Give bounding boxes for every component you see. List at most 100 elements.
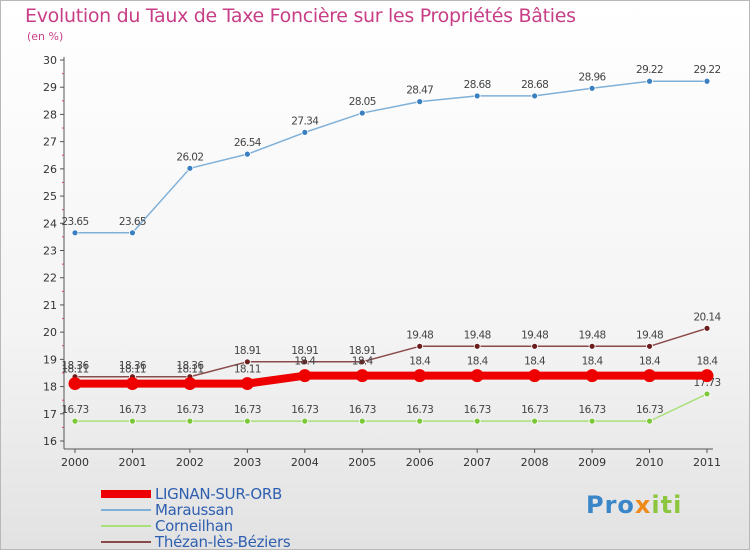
data-label-th-zan-l-s-b-ziers: 20.14: [693, 311, 721, 323]
legend-swatch: [101, 525, 151, 527]
data-point-corneilhan: [473, 417, 481, 425]
x-tick-label: 2011: [693, 456, 721, 469]
y-tick-label: 21: [43, 299, 57, 312]
proxiti-logo: Proxiti: [586, 491, 682, 519]
data-point-lignan-sur-orb: [125, 377, 139, 391]
data-label-corneilhan: 16.73: [579, 404, 606, 416]
data-point-corneilhan: [416, 417, 424, 425]
data-point-lignan-sur-orb: [240, 377, 254, 391]
data-point-corneilhan: [358, 417, 366, 425]
x-tick-label: 2010: [636, 456, 664, 469]
data-point-maraussan: [531, 92, 539, 100]
data-point-th-zan-l-s-b-ziers: [703, 324, 711, 332]
data-label-maraussan: 28.47: [406, 85, 433, 97]
data-label-lignan-sur-orb: 18.4: [294, 356, 316, 368]
data-point-maraussan: [243, 150, 251, 158]
x-tick-label: 2003: [233, 456, 261, 469]
y-tick-label: 26: [43, 163, 57, 176]
chart-unit: (en %): [27, 30, 64, 43]
data-point-corneilhan: [588, 417, 596, 425]
series-line-corneilhan: [75, 393, 708, 422]
data-point-corneilhan: [129, 417, 136, 425]
data-label-maraussan: 27.34: [291, 115, 319, 127]
data-label-th-zan-l-s-b-ziers: 19.48: [406, 329, 433, 341]
data-label-lignan-sur-orb: 18.4: [409, 356, 431, 368]
data-point-th-zan-l-s-b-ziers: [301, 358, 309, 366]
data-label-corneilhan: 16.73: [521, 404, 548, 416]
data-point-th-zan-l-s-b-ziers: [588, 342, 596, 350]
data-label-lignan-sur-orb: 18.11: [61, 364, 88, 376]
data-label-corneilhan: 16.73: [119, 404, 146, 416]
data-point-maraussan: [301, 128, 309, 136]
data-point-corneilhan: [243, 417, 251, 425]
x-tick-label: 2001: [118, 456, 146, 469]
data-label-th-zan-l-s-b-ziers: 18.91: [234, 345, 261, 357]
y-tick-label: 28: [43, 108, 57, 121]
data-point-maraussan: [703, 77, 711, 85]
data-point-corneilhan: [301, 417, 309, 425]
data-label-lignan-sur-orb: 18.11: [119, 364, 146, 376]
logo-part-2: x: [634, 491, 652, 519]
data-label-th-zan-l-s-b-ziers: 18.36: [61, 360, 89, 372]
data-point-lignan-sur-orb: [700, 369, 714, 383]
x-tick-label: 2007: [463, 456, 491, 469]
data-point-maraussan: [186, 164, 194, 172]
data-point-corneilhan: [531, 417, 539, 425]
data-point-th-zan-l-s-b-ziers: [243, 358, 251, 366]
data-label-lignan-sur-orb: 18.4: [697, 356, 719, 368]
data-label-maraussan: 29.22: [636, 64, 663, 76]
legend-label: LIGNAN-SUR-ORB: [155, 485, 282, 503]
y-tick-label: 18: [43, 381, 57, 394]
data-point-maraussan: [646, 77, 653, 85]
data-point-lignan-sur-orb: [413, 369, 427, 383]
data-point-th-zan-l-s-b-ziers: [416, 342, 424, 350]
y-tick-label: 22: [43, 272, 57, 285]
x-tick-label: 2002: [176, 456, 204, 469]
data-label-corneilhan: 16.73: [176, 404, 203, 416]
data-point-maraussan: [129, 229, 136, 237]
data-point-th-zan-l-s-b-ziers: [646, 342, 653, 350]
data-point-corneilhan: [186, 417, 194, 425]
x-tick-label: 2005: [348, 456, 376, 469]
legend-swatch: [101, 509, 151, 511]
legend-swatch: [101, 490, 151, 498]
data-point-maraussan: [473, 92, 481, 100]
data-point-lignan-sur-orb: [585, 369, 599, 383]
data-label-th-zan-l-s-b-ziers: 18.91: [349, 345, 376, 357]
series-line-lignan-sur-orb: [75, 371, 707, 388]
data-point-corneilhan: [646, 417, 653, 425]
data-label-lignan-sur-orb: 18.4: [639, 356, 661, 368]
y-tick-label: 29: [43, 81, 57, 94]
chart-title: Evolution du Taux de Taxe Foncière sur l…: [25, 5, 576, 27]
data-label-corneilhan: 16.73: [636, 404, 663, 416]
data-label-corneilhan: 16.73: [61, 404, 88, 416]
data-point-th-zan-l-s-b-ziers: [531, 342, 539, 350]
x-tick-label: 2008: [521, 456, 549, 469]
x-tick-label: 2004: [291, 456, 319, 469]
legend-label: Thézan-lès-Béziers: [155, 533, 291, 551]
data-point-maraussan: [71, 229, 79, 237]
data-label-maraussan: 28.68: [464, 79, 491, 91]
data-point-lignan-sur-orb: [298, 369, 312, 383]
y-tick-label: 19: [43, 353, 57, 366]
data-label-corneilhan: 16.73: [464, 404, 491, 416]
data-point-lignan-sur-orb: [470, 369, 484, 383]
data-label-corneilhan: 16.73: [234, 404, 261, 416]
logo-part-3: iti: [651, 491, 683, 519]
y-tick-label: 20: [43, 326, 57, 339]
legend-label: Corneilhan: [155, 517, 233, 535]
data-label-maraussan: 29.22: [693, 64, 720, 76]
data-point-th-zan-l-s-b-ziers: [473, 342, 481, 350]
x-tick-label: 2006: [406, 456, 434, 469]
y-tick-label: 25: [43, 190, 57, 203]
data-label-lignan-sur-orb: 18.4: [524, 356, 546, 368]
data-point-lignan-sur-orb: [355, 369, 369, 383]
data-point-lignan-sur-orb: [643, 369, 657, 383]
data-label-corneilhan: 16.73: [291, 404, 318, 416]
data-label-lignan-sur-orb: 18.4: [582, 356, 604, 368]
data-label-maraussan: 23.65: [61, 216, 88, 228]
y-tick-label: 27: [43, 136, 57, 149]
data-point-lignan-sur-orb: [68, 377, 82, 391]
x-tick-label: 2009: [578, 456, 606, 469]
